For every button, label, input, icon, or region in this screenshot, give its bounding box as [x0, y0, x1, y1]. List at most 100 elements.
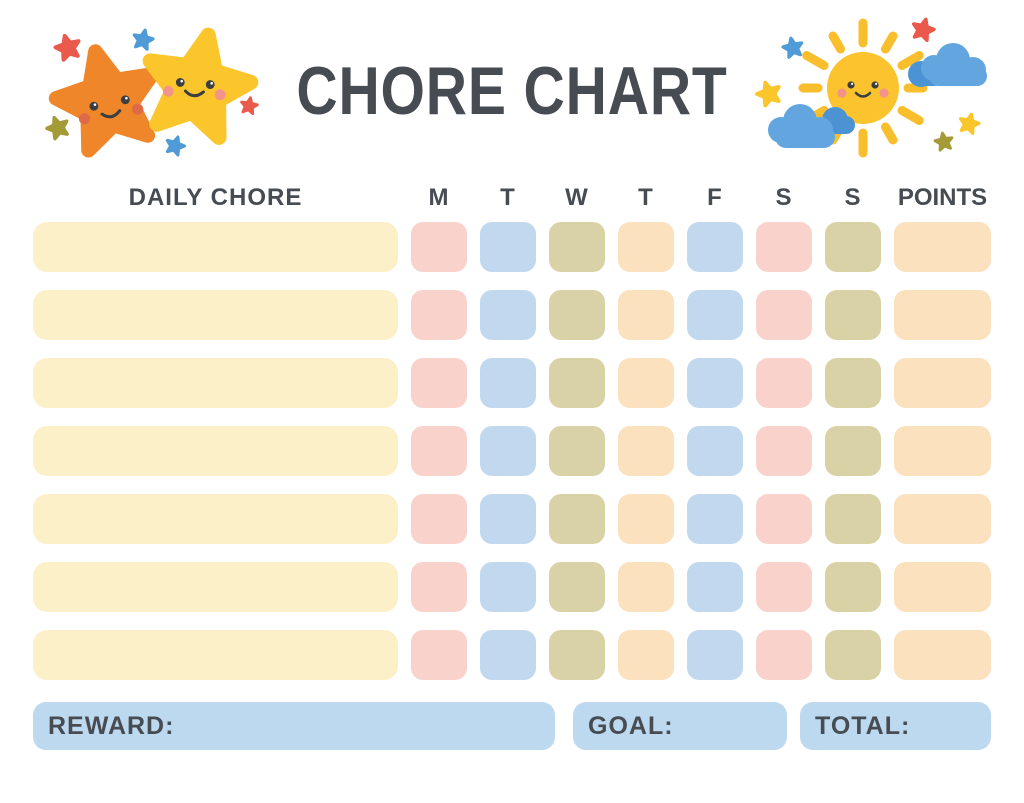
day-cell[interactable] [480, 358, 536, 408]
day-cell[interactable] [549, 494, 605, 544]
day-cell[interactable] [480, 290, 536, 340]
day-cell[interactable] [480, 494, 536, 544]
day-header-6: S [775, 184, 793, 211]
points-header: POINTS [897, 184, 988, 211]
chore-name-cell[interactable] [33, 426, 398, 476]
sun-icon [798, 18, 928, 158]
chore-name-cell[interactable] [33, 222, 398, 272]
chore-table [33, 222, 991, 680]
chore-row [33, 562, 991, 612]
mini-star-icon [932, 130, 956, 153]
day-cell[interactable] [756, 222, 812, 272]
day-cell[interactable] [825, 358, 881, 408]
points-cell[interactable] [894, 494, 991, 544]
chore-name-cell[interactable] [33, 630, 398, 680]
day-cell[interactable] [618, 358, 674, 408]
chore-name-cell[interactable] [33, 290, 398, 340]
day-cell[interactable] [687, 426, 743, 476]
day-cell[interactable] [411, 222, 467, 272]
day-header-7: S [844, 184, 862, 211]
chore-name-cell[interactable] [33, 562, 398, 612]
chore-row [33, 630, 991, 680]
day-cell[interactable] [825, 222, 881, 272]
day-cell[interactable] [687, 358, 743, 408]
day-cell[interactable] [411, 290, 467, 340]
day-header-5: F [707, 184, 723, 211]
goal-field[interactable]: GOAL: [573, 702, 787, 750]
day-cell[interactable] [549, 358, 605, 408]
day-cell[interactable] [549, 222, 605, 272]
day-cell[interactable] [480, 222, 536, 272]
cloud-icon [768, 104, 855, 148]
total-label: TOTAL: [815, 711, 911, 740]
day-cell[interactable] [687, 630, 743, 680]
yellow-star-icon [138, 24, 259, 141]
day-cell[interactable] [825, 494, 881, 544]
day-cell[interactable] [687, 562, 743, 612]
day-header-1: M [428, 184, 450, 211]
day-cell[interactable] [549, 290, 605, 340]
day-cell[interactable] [618, 426, 674, 476]
day-cell[interactable] [756, 290, 812, 340]
day-cell[interactable] [756, 426, 812, 476]
points-cell[interactable] [894, 562, 991, 612]
day-cell[interactable] [618, 562, 674, 612]
day-cell[interactable] [618, 494, 674, 544]
day-cell[interactable] [618, 630, 674, 680]
chore-row [33, 358, 991, 408]
day-header-3: W [565, 184, 589, 211]
day-cell[interactable] [480, 562, 536, 612]
chore-row [33, 494, 991, 544]
page-title: CHORE CHART [296, 53, 728, 129]
day-cell[interactable] [549, 630, 605, 680]
mini-star-icon [130, 26, 156, 52]
day-cell[interactable] [687, 494, 743, 544]
reward-field[interactable]: REWARD: [33, 702, 555, 750]
total-field[interactable]: TOTAL: [800, 702, 991, 750]
daily-chore-header: DAILY CHORE [128, 184, 303, 211]
cloud-icon [908, 43, 987, 87]
points-cell[interactable] [894, 358, 991, 408]
day-cell[interactable] [618, 222, 674, 272]
day-cell[interactable] [825, 562, 881, 612]
day-cell[interactable] [411, 494, 467, 544]
day-cell[interactable] [411, 630, 467, 680]
goal-label: GOAL: [588, 711, 674, 740]
mini-star-icon [908, 14, 938, 44]
day-cell[interactable] [825, 426, 881, 476]
day-cell[interactable] [480, 426, 536, 476]
points-cell[interactable] [894, 222, 991, 272]
footer-fields: REWARD: GOAL: TOTAL: [33, 702, 991, 750]
day-cell[interactable] [756, 494, 812, 544]
points-cell[interactable] [894, 630, 991, 680]
day-cell[interactable] [756, 562, 812, 612]
day-cell[interactable] [480, 630, 536, 680]
mini-star-icon [162, 132, 189, 158]
day-cell[interactable] [549, 562, 605, 612]
chore-name-cell[interactable] [33, 494, 398, 544]
day-cell[interactable] [411, 426, 467, 476]
day-cell[interactable] [411, 358, 467, 408]
day-cell[interactable] [825, 630, 881, 680]
chore-row [33, 426, 991, 476]
mini-star-icon [42, 112, 73, 142]
day-cell[interactable] [756, 630, 812, 680]
mini-star-icon [753, 77, 785, 109]
points-cell[interactable] [894, 426, 991, 476]
day-cell[interactable] [618, 290, 674, 340]
mini-star-icon [956, 110, 983, 136]
sun-clouds-decoration [753, 14, 987, 158]
day-cell[interactable] [756, 358, 812, 408]
day-cell[interactable] [825, 290, 881, 340]
day-cell[interactable] [411, 562, 467, 612]
orange-star-icon [47, 40, 166, 155]
chore-row [33, 222, 991, 272]
points-cell[interactable] [894, 290, 991, 340]
day-cell[interactable] [687, 222, 743, 272]
day-header-2: T [500, 184, 516, 211]
chore-row [33, 290, 991, 340]
day-cell[interactable] [549, 426, 605, 476]
chore-name-cell[interactable] [33, 358, 398, 408]
day-cell[interactable] [687, 290, 743, 340]
